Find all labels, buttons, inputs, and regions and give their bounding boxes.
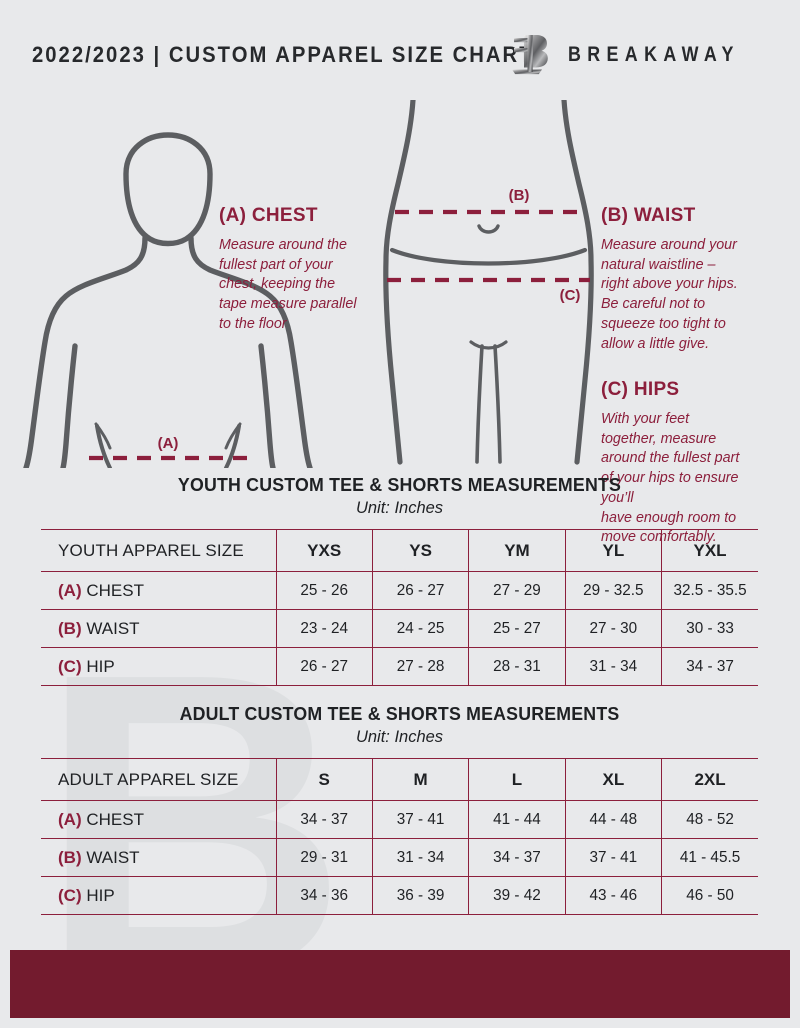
chest-measure-label: (A) [158,435,179,452]
adult-row-label-waist: (B) WAIST [41,838,276,877]
waist-measure-label: (B) [509,187,530,204]
youth-size-col-1: YS [371,529,469,572]
measure-name: HIP [86,885,115,905]
youth-waist-yxl: 30 - 33 [661,609,758,648]
measure-tag: (C) [58,656,82,676]
youth-waist-yxs: 23 - 24 [275,609,373,648]
youth-chest-yxs: 25 - 26 [275,571,373,610]
adult-row-label-hip: (C) HIP [41,876,276,915]
measure-name: CHEST [86,580,144,600]
brand-lockup: BREAKAWAY [510,30,770,80]
youth-waist-ys: 24 - 25 [371,609,469,648]
adult-waist-l: 34 - 37 [468,838,566,877]
callout-chest: (A) CHEST Measure around the fullest par… [219,205,395,335]
measure-tag: (A) [58,809,82,829]
measure-name: CHEST [86,809,144,829]
youth-size-table: YOUTH APPAREL SIZE YXS YS YM YL YXL (A) … [41,529,758,686]
callout-waist-body: Measure around your natural waistline – … [601,237,738,352]
table-row: (C) HIP 26 - 27 27 - 28 28 - 31 31 - 34 … [41,647,758,686]
table-header-row: ADULT APPAREL SIZE S M L XL 2XL [41,758,758,801]
measure-name: WAIST [86,847,140,867]
measure-tag: (B) [58,847,82,867]
youth-hip-ys: 27 - 28 [371,647,469,686]
callout-hips-heading: (C) HIPS [601,379,680,400]
youth-size-col-3: YL [564,529,662,572]
table-row: (A) CHEST 25 - 26 26 - 27 27 - 29 29 - 3… [41,571,758,610]
footer-bar [10,950,790,1018]
adult-hip-2xl: 46 - 50 [661,876,758,915]
youth-size-col-0: YXS [275,529,373,572]
youth-row-label-waist: (B) WAIST [41,609,276,648]
youth-waist-yl: 27 - 30 [564,609,662,648]
youth-hip-yxs: 26 - 27 [275,647,373,686]
table-row: (C) HIP 34 - 36 36 - 39 39 - 42 43 - 46 … [41,876,758,915]
page-title: 2022/2023 | CUSTOM APPAREL SIZE CHART [32,42,534,67]
adult-apparel-size-header: ADULT APPAREL SIZE [41,758,276,801]
youth-hip-yl: 31 - 34 [564,647,662,686]
adult-table-block: ADULT CUSTOM TEE & SHORTS MEASUREMENTS U… [41,703,758,915]
youth-waist-ym: 25 - 27 [468,609,566,648]
youth-hip-ym: 28 - 31 [468,647,566,686]
hips-measure-label: (C) [560,287,581,304]
adult-table-title: ADULT CUSTOM TEE & SHORTS MEASUREMENTS [179,703,620,724]
adult-hip-l: 39 - 42 [468,876,566,915]
adult-size-col-1: M [371,758,469,801]
youth-chest-ys: 26 - 27 [371,571,469,610]
youth-chest-yxl: 32.5 - 35.5 [661,571,758,610]
measure-tag: (C) [58,885,82,905]
adult-hip-xl: 43 - 46 [564,876,662,915]
youth-size-col-2: YM [468,529,566,572]
table-row: (B) WAIST 29 - 31 31 - 34 34 - 37 37 - 4… [41,838,758,877]
adult-size-col-2: L [468,758,566,801]
measure-tag: (B) [58,618,82,638]
adult-waist-s: 29 - 31 [275,838,373,877]
youth-row-label-hip: (C) HIP [41,647,276,686]
callout-waist-heading: (B) WAIST [601,205,696,226]
adult-chest-xl: 44 - 48 [564,800,662,839]
callout-chest-heading: (A) CHEST [219,205,318,226]
page-header: 2022/2023 | CUSTOM APPAREL SIZE CHART [0,30,800,80]
youth-size-col-4: YXL [661,529,758,572]
youth-table-title: YOUTH CUSTOM TEE & SHORTS MEASUREMENTS [177,474,622,495]
adult-hip-s: 34 - 36 [275,876,373,915]
adult-table-unit: Unit: Inches [355,728,444,746]
measure-tag: (A) [58,580,82,600]
table-row: (B) WAIST 23 - 24 24 - 25 25 - 27 27 - 3… [41,609,758,648]
adult-size-col-0: S [275,758,373,801]
adult-chest-l: 41 - 44 [468,800,566,839]
breakaway-b-monogram-icon [511,35,548,75]
callout-chest-body: Measure around the fullest part of your … [219,237,357,332]
youth-row-label-chest: (A) CHEST [41,571,276,610]
youth-chest-yl: 29 - 32.5 [564,571,662,610]
youth-table-unit: Unit: Inches [355,499,444,517]
measure-name: HIP [86,656,115,676]
adult-waist-2xl: 41 - 45.5 [661,838,758,877]
table-row: (A) CHEST 34 - 37 37 - 41 41 - 44 44 - 4… [41,800,758,839]
table-header-row: YOUTH APPAREL SIZE YXS YS YM YL YXL [41,529,758,572]
adult-size-col-4: 2XL [661,758,758,801]
youth-hip-yxl: 34 - 37 [661,647,758,686]
youth-table-block: YOUTH CUSTOM TEE & SHORTS MEASUREMENTS U… [41,474,758,686]
callout-waist: (B) WAIST Measure around your natural wa… [601,205,779,354]
adult-chest-2xl: 48 - 52 [661,800,758,839]
adult-waist-m: 31 - 34 [371,838,469,877]
lower-body-waist-hips-diagram: (B) (C) [383,100,594,465]
adult-waist-xl: 37 - 41 [564,838,662,877]
adult-size-col-3: XL [564,758,662,801]
youth-chest-ym: 27 - 29 [468,571,566,610]
adult-chest-s: 34 - 37 [275,800,373,839]
adult-chest-m: 37 - 41 [371,800,469,839]
adult-row-label-chest: (A) CHEST [41,800,276,839]
upper-body-chest-diagram: (A) [23,132,313,468]
youth-apparel-size-header: YOUTH APPAREL SIZE [41,529,276,572]
measure-name: WAIST [86,618,140,638]
adult-hip-m: 36 - 39 [371,876,469,915]
measurement-diagrams: (A) (B) (C) [0,96,800,545]
brand-wordmark: BREAKAWAY [567,43,740,66]
adult-size-table: ADULT APPAREL SIZE S M L XL 2XL (A) CHES… [41,758,758,915]
